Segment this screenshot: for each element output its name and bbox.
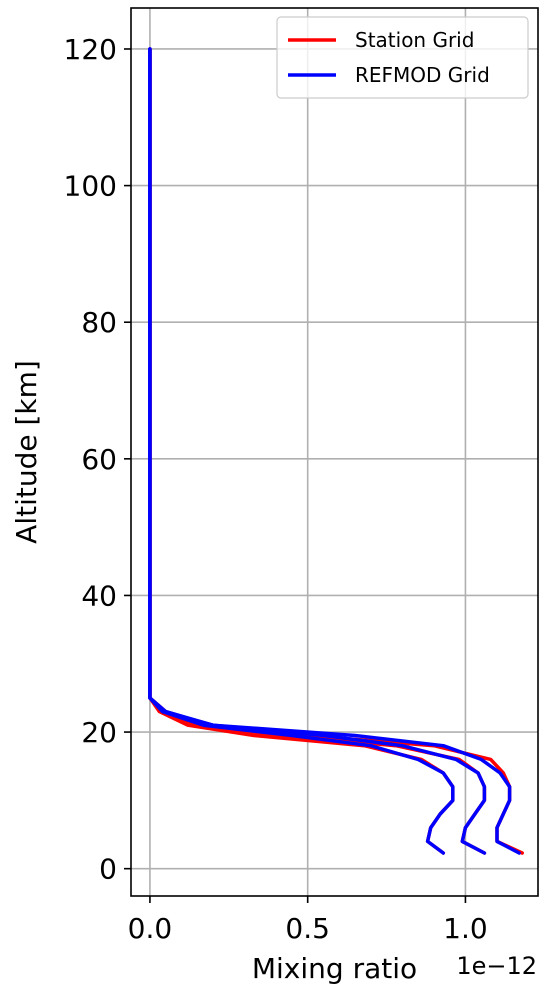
series-1 [148,47,521,855]
y-tick-label: 20 [81,716,117,749]
series-1-profile-2 [148,47,521,855]
x-tick-label: 0.0 [128,912,173,945]
grid-lines [131,8,538,896]
legend-label: Station Grid [355,28,474,52]
axes-frame [130,7,539,897]
y-tick-label: 0 [99,853,117,886]
axis-ticks: 0.0 0.5 1.0 0 20 40 60 80 100 120 [64,33,488,945]
x-tick-label: 1.0 [443,912,488,945]
legend: Station Grid REFMOD Grid [276,16,529,99]
legend-box [276,16,529,99]
y-tick-label: 40 [81,579,117,612]
y-tick-label: 100 [64,170,117,203]
y-axis-label: Altitude [km] [10,360,43,544]
legend-label: REFMOD Grid [355,63,490,87]
x-axis-label: Mixing ratio [252,952,417,985]
plot-series [148,47,524,855]
y-tick-label: 60 [81,443,117,476]
y-tick-label: 120 [64,33,117,66]
x-axis-offset-text: 1e−12 [456,952,537,980]
x-tick-label: 0.5 [285,912,330,945]
y-tick-label: 80 [81,306,117,339]
